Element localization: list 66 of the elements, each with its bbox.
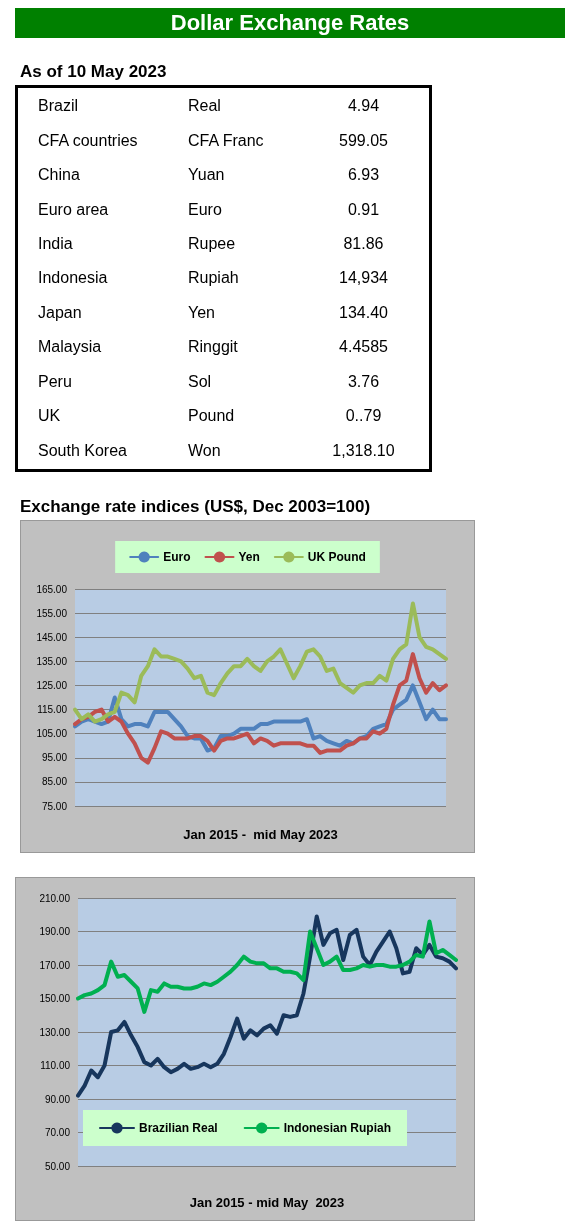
text: 14,934 (339, 269, 388, 287)
y-tick-label: 190.00 (39, 926, 71, 937)
x-axis-title: Jan 2015 - mid May 2023 (189, 1195, 345, 1210)
y-tick-label: 135.00 (36, 655, 68, 667)
text: CFA Franc (188, 131, 264, 149)
y-tick-label: 50.00 (44, 1160, 71, 1172)
text: Yuan (188, 166, 225, 184)
y-tick-label: 70.00 (44, 1127, 71, 1138)
legend-label: Indonesian Rupiah (283, 1121, 392, 1135)
line-series (73, 652, 448, 765)
x-axis-title: Jan 2015 - mid May 2023 (183, 827, 338, 842)
text: Real (188, 96, 221, 114)
text: Euro area (38, 200, 109, 218)
text: UK (38, 406, 61, 424)
line-series (76, 919, 458, 1014)
text: India (38, 235, 73, 253)
y-tick-label: 145.00 (36, 631, 68, 643)
y-tick-label: 75.00 (41, 800, 68, 812)
text: Indonesia (38, 269, 108, 287)
text: 0..79 (345, 406, 382, 424)
text: Malaysia (38, 338, 102, 356)
legend-label: Brazilian Real (138, 1121, 218, 1135)
text: Rupiah (188, 269, 239, 287)
y-tick-label: 150.00 (39, 993, 71, 1004)
text: 4.94 (347, 96, 380, 114)
y-tick-label: 170.00 (39, 959, 71, 971)
line-series (76, 914, 458, 1098)
text: Brazil (38, 96, 79, 114)
line-series (73, 601, 448, 724)
y-tick-label: 210.00 (39, 892, 71, 904)
text: Ringgit (188, 338, 238, 356)
y-tick-label: 90.00 (44, 1093, 71, 1105)
chart-title: Exchange rate indices (US$, Dec 2003=100) (20, 497, 371, 517)
text: 81.86 (343, 235, 384, 253)
y-tick-label: 130.00 (39, 1026, 71, 1038)
y-tick-label: 85.00 (41, 776, 68, 788)
text: Sol (188, 372, 212, 390)
y-tick-label: 125.00 (36, 679, 68, 691)
text: Japan (38, 303, 82, 321)
legend-label: Euro (163, 550, 191, 564)
text: Dollar Exchange Rates (15, 8, 565, 38)
text: 6.93 (347, 166, 380, 184)
text: 4.4585 (339, 338, 388, 356)
legend-label: UK Pound (307, 550, 366, 564)
text: 1,318.10 (332, 442, 395, 460)
text: 3.76 (347, 372, 380, 390)
text: CFA countries (38, 131, 138, 149)
text: As of 10 May 2023 (20, 62, 167, 82)
y-tick-label: 110.00 (40, 1060, 71, 1071)
text: Pound (188, 406, 235, 424)
text: Rupee (188, 235, 236, 253)
text: Won (188, 442, 221, 460)
text: Euro (188, 200, 222, 218)
y-tick-label: 115.00 (37, 704, 68, 716)
y-tick-label: 95.00 (41, 752, 68, 764)
y-tick-label: 155.00 (36, 607, 68, 619)
text: 599.05 (339, 131, 388, 149)
text: Peru (38, 372, 72, 390)
y-tick-label: 105.00 (36, 728, 68, 740)
text: Yen (188, 303, 215, 321)
text: South Korea (38, 442, 127, 460)
text: 134.40 (339, 303, 388, 321)
legend-label: Yen (238, 550, 260, 564)
text: China (38, 166, 80, 184)
text: 0.91 (347, 200, 380, 218)
y-tick-label: 165.00 (36, 583, 68, 595)
